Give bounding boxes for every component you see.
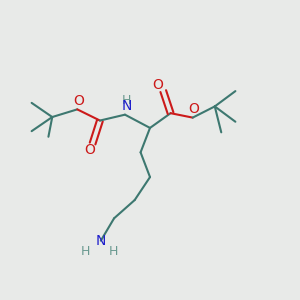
Text: N: N xyxy=(121,99,132,113)
Text: O: O xyxy=(189,102,200,116)
Text: H: H xyxy=(122,94,131,107)
Text: H: H xyxy=(81,245,90,258)
Text: O: O xyxy=(84,143,95,157)
Text: N: N xyxy=(96,234,106,248)
Text: O: O xyxy=(152,78,164,92)
Text: H: H xyxy=(109,245,118,258)
Text: O: O xyxy=(73,94,84,108)
